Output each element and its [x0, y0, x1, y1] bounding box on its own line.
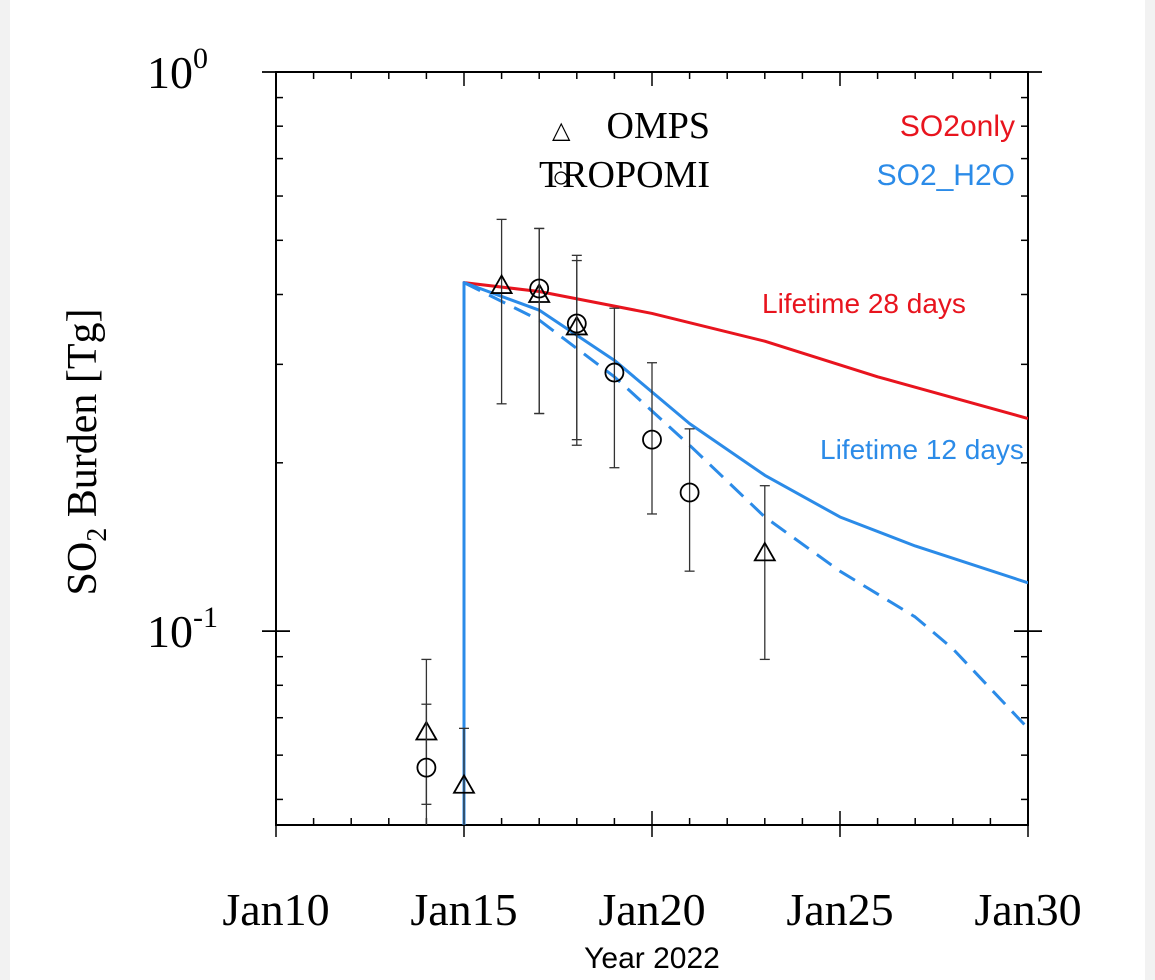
x-tick-label: Jan15	[410, 884, 517, 935]
x-axis-label: Year 2022	[584, 942, 720, 975]
omps-marker	[490, 273, 514, 294]
omps-marker	[753, 541, 777, 562]
so2-burden-chart: Jan10 Jan15 Jan20 Jan25 Jan30 100 10-1 SO2 Burd…	[60, 42, 1082, 975]
series-group	[462, 281, 1028, 825]
legend-symbol-tropomi: ○	[552, 161, 570, 194]
series-line-so2only	[462, 281, 1028, 825]
x-tick-label: Jan10	[222, 884, 329, 935]
tropomi-marker	[679, 482, 700, 503]
tropomi-marker	[566, 313, 587, 334]
legend-symbol-omps: △	[552, 117, 571, 144]
tropomi-marker	[529, 278, 550, 299]
annotation-lifetime-2: Lifetime 12 days	[820, 434, 1024, 465]
chart-panel: Jan10 Jan15 Jan20 Jan25 Jan30 100 10-1 SO2 Burd…	[10, 0, 1145, 980]
tropomi-marker	[604, 362, 625, 383]
x-tick-label: Jan20	[598, 884, 705, 935]
series-line-so2-h2o	[462, 281, 1028, 825]
legend-label-tropomi: TROPOMI	[539, 154, 710, 196]
tropomi-marker	[642, 429, 662, 450]
x-tick-label: Jan30	[974, 884, 1081, 935]
tropomi-marker	[416, 757, 437, 778]
omps-marker	[452, 773, 476, 794]
legend-line-label-so2only: SO2only	[900, 110, 1015, 143]
x-tick-label: Jan25	[786, 884, 893, 935]
legend-label-omps: OMPS	[607, 105, 711, 147]
legend-line-label-so2-h2o: SO2_H2O	[877, 159, 1015, 192]
y-axis-label: SO2 Burden [Tg]	[60, 309, 113, 596]
y-tick-label: 10-1	[147, 601, 218, 657]
annotation-lifetime-1: Lifetime 28 days	[762, 288, 966, 319]
series-line-dashed-2	[463, 281, 1028, 730]
y-tick-label: 100	[147, 42, 208, 98]
